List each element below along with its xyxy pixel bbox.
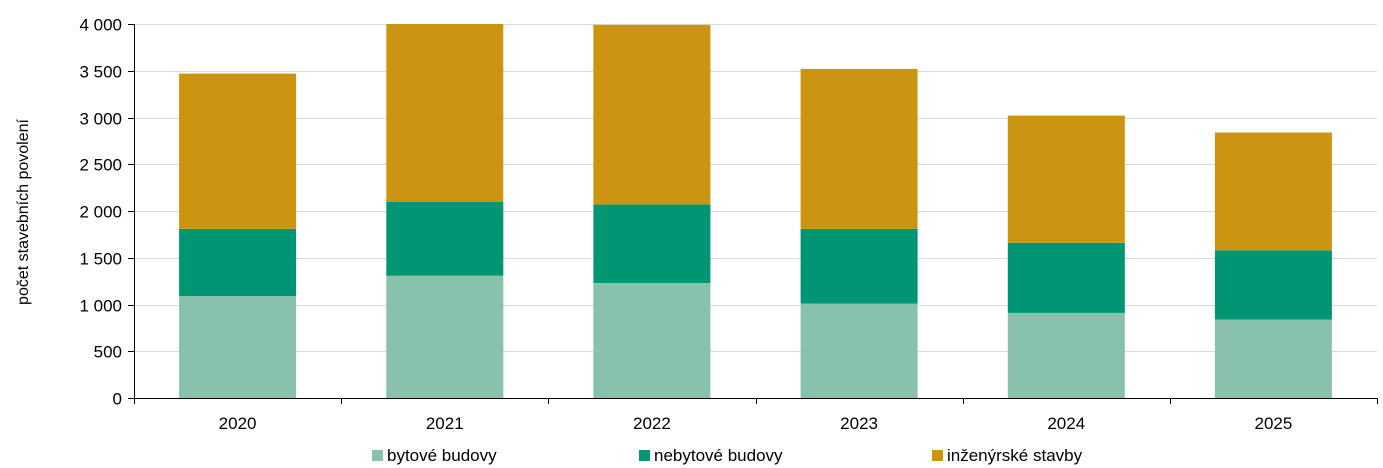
bar-2020-series-0 [179, 296, 297, 398]
bar-2025-series-1 [1214, 250, 1332, 320]
bar-2023-series-0 [800, 303, 918, 398]
x-tick-label: 2023 [840, 414, 878, 433]
x-tick-label: 2025 [1255, 414, 1293, 433]
x-tick-label: 2024 [1047, 414, 1085, 433]
legend-swatch [932, 450, 943, 461]
legend-label: nebytové budovy [654, 446, 783, 465]
bar-2021-series-1 [386, 201, 504, 276]
bar-2024-series-2 [1007, 115, 1125, 243]
y-tick-label: 1 000 [79, 297, 122, 316]
bar-2022-series-1 [593, 204, 711, 283]
bar-2021-series-0 [386, 275, 504, 398]
bar-2024-series-1 [1007, 242, 1125, 313]
legend-label: bytové budovy [387, 446, 497, 465]
x-tick-label: 2020 [219, 414, 257, 433]
y-tick-label: 0 [113, 390, 122, 409]
y-tick-label: 3 500 [79, 63, 122, 82]
bars [179, 24, 1332, 398]
y-axis-label: počet stavebních povolení [15, 118, 32, 304]
y-tick-label: 4 000 [79, 16, 122, 35]
gridlines [134, 24, 1377, 352]
y-tick-label: 1 500 [79, 250, 122, 269]
bar-2025-series-2 [1214, 132, 1332, 251]
legend-swatch [372, 450, 383, 461]
x-tick-label: 2022 [633, 414, 671, 433]
legend-label: inženýrské stavby [947, 446, 1083, 465]
bar-2024-series-0 [1007, 312, 1125, 398]
bar-2020-series-2 [179, 73, 297, 229]
bar-2023-series-1 [800, 228, 918, 304]
bar-2022-series-2 [593, 24, 711, 205]
bar-2022-series-0 [593, 283, 711, 398]
y-tick-label: 3 000 [79, 110, 122, 129]
x-tick-label: 2021 [426, 414, 464, 433]
x-axis-ticks: 2020 2021 2022 2023 2024 2025 [134, 398, 1378, 433]
y-tick-label: 500 [94, 343, 122, 362]
bar-2020-series-1 [179, 228, 297, 297]
y-tick-label: 2 000 [79, 203, 122, 222]
bar-2025-series-0 [1214, 319, 1332, 398]
bar-2023-series-2 [800, 68, 918, 229]
y-axis-ticks: 0 500 1 000 1 500 2 000 2 500 3 000 3 500 4 000 [79, 16, 134, 409]
y-tick-label: 2 500 [79, 156, 122, 175]
legend: bytové budovy nebytové budovy inženýrské s… [372, 446, 1083, 465]
legend-swatch [639, 450, 650, 461]
bar-2021-series-2 [386, 24, 504, 202]
